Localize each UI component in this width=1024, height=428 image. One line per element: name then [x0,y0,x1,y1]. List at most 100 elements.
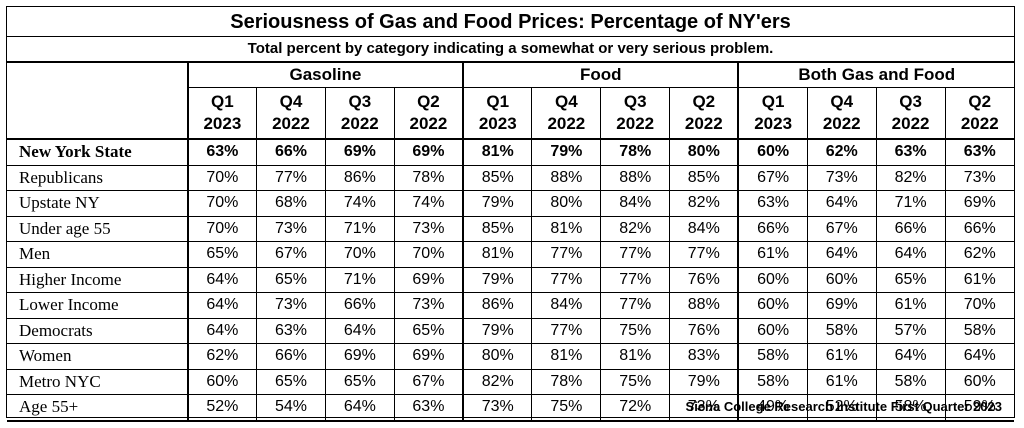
table-cell: 88% [669,292,739,319]
row-label: Upstate NY [7,190,188,217]
quarter-header: Q3 2022 [324,87,395,140]
table-cell: 58% [875,394,945,422]
table-row: Higher Income 64% 65% 71% 69% 79% 77% 77% 76% 60%… [7,267,1014,293]
quarter-header-row: Q1 2023 Q4 2022 Q3 2022 Q2 2022 Q1 2023 Q4 2022 Q3 20… [7,87,1014,140]
table-cell: 62% [944,241,1014,268]
table-cell: 77% [531,267,601,293]
table-cell: 77% [600,241,670,268]
table-cell: 61% [875,292,945,319]
table-cell: 60% [737,139,808,166]
table-cell: 82% [462,369,532,395]
group-header-gasoline: Gasoline [186,61,464,88]
table-cell: 66% [256,139,326,166]
table-row: New York State 63% 66% 69% 69% 81% 79% 78% 80% 60… [7,139,1014,166]
table-cell: 52% [186,394,257,422]
table-cell: 66% [875,216,945,242]
table-cell: 54% [256,394,326,422]
table-cell: 71% [324,267,395,293]
quarter-year: 2023 [754,114,793,133]
row-label: Men [7,241,188,268]
table-cell: 84% [600,190,670,217]
table-cell: 71% [875,190,945,217]
quarter-label: Q4 [830,92,854,111]
table-cell: 60% [737,292,808,319]
table-cell: 67% [806,216,877,242]
table-cell: 80% [531,190,601,217]
table-cell: 60% [737,267,808,293]
quarter-year: 2022 [616,114,655,133]
table-cell: 86% [324,165,395,191]
quarter-header: Q2 2022 [944,87,1014,140]
table-cell: 88% [531,165,601,191]
row-label: Under age 55 [7,216,188,242]
table-cell: 60% [806,267,877,293]
table-cell: 59% [944,394,1014,422]
table-cell: 69% [324,343,395,370]
table-body: New York State 63% 66% 69% 69% 81% 79% 78% 80% 60… [7,139,1014,422]
quarter-year: 2023 [203,114,242,133]
row-label: Democrats [7,318,188,344]
table-cell: 80% [669,139,739,166]
quarter-header: Q2 2022 [393,87,464,140]
table-cell: 79% [531,139,601,166]
table-cell: 77% [256,165,326,191]
table-row: Women 62% 66% 69% 69% 80% 81% 81% 83% 58% 61% 64% 64… [7,343,1014,370]
quarter-label: Q3 [348,92,372,111]
table-cell: 79% [462,318,532,344]
quarter-year: 2022 [409,114,448,133]
table-cell: 65% [256,267,326,293]
quarter-label: Q1 [486,92,510,111]
quarter-year: 2022 [822,114,861,133]
table-subtitle: Total percent by category indicating a s… [247,40,774,57]
table-cell: 60% [944,369,1014,395]
table-cell: 70% [324,241,395,268]
table-cell: 71% [324,216,395,242]
table-cell: 81% [531,343,601,370]
table-cell: 73% [944,165,1014,191]
table-row: Men 65% 67% 70% 70% 81% 77% 77% 77% 61% 64% 64% 62% [7,241,1014,268]
table-cell: 82% [600,216,670,242]
quarter-year: 2022 [684,114,723,133]
table-cell: 77% [531,318,601,344]
table-cell: 70% [393,241,464,268]
table-cell: 65% [875,267,945,293]
table-cell: 67% [256,241,326,268]
table-frame: Seriousness of Gas and Food Prices: Perc… [6,6,1015,422]
row-label: Age 55+ [7,394,188,422]
quarter-year: 2022 [891,114,930,133]
table-cell: 64% [186,267,257,293]
table-cell: 73% [256,292,326,319]
table-cell: 64% [806,190,877,217]
table-title: Seriousness of Gas and Food Prices: Perc… [7,7,1014,37]
table-cell: 65% [324,369,395,395]
table-cell: 88% [600,165,670,191]
table-cell: 76% [669,267,739,293]
table-cell: 64% [324,318,395,344]
table-cell: 70% [186,165,257,191]
table-cell: 73% [393,292,464,319]
quarter-header: Q2 2022 [669,87,739,140]
table-cell: 66% [324,292,395,319]
table-cell: 63% [944,139,1014,166]
table-cell: 79% [462,190,532,217]
table-cell: 73% [669,394,739,422]
table-cell: 81% [462,139,532,166]
table-cell: 69% [393,343,464,370]
table-cell: 63% [875,139,945,166]
table-cell: 80% [462,343,532,370]
quarter-header: Q3 2022 [875,87,945,140]
table-row: Democrats 64% 63% 64% 65% 79% 77% 75% 76% 60% 58% 5… [7,318,1014,344]
table-cell: 64% [186,318,257,344]
table-cell: 66% [256,343,326,370]
table-cell: 49% [737,394,808,422]
table-cell: 74% [393,190,464,217]
table-cell: 64% [875,343,945,370]
table-cell: 65% [393,318,464,344]
table-cell: 85% [669,165,739,191]
table-cell: 85% [462,216,532,242]
table-cell: 64% [324,394,395,422]
table-cell: 58% [944,318,1014,344]
quarter-header: Q4 2022 [806,87,877,140]
quarter-header: Q1 2023 [462,87,532,140]
table-cell: 63% [256,318,326,344]
